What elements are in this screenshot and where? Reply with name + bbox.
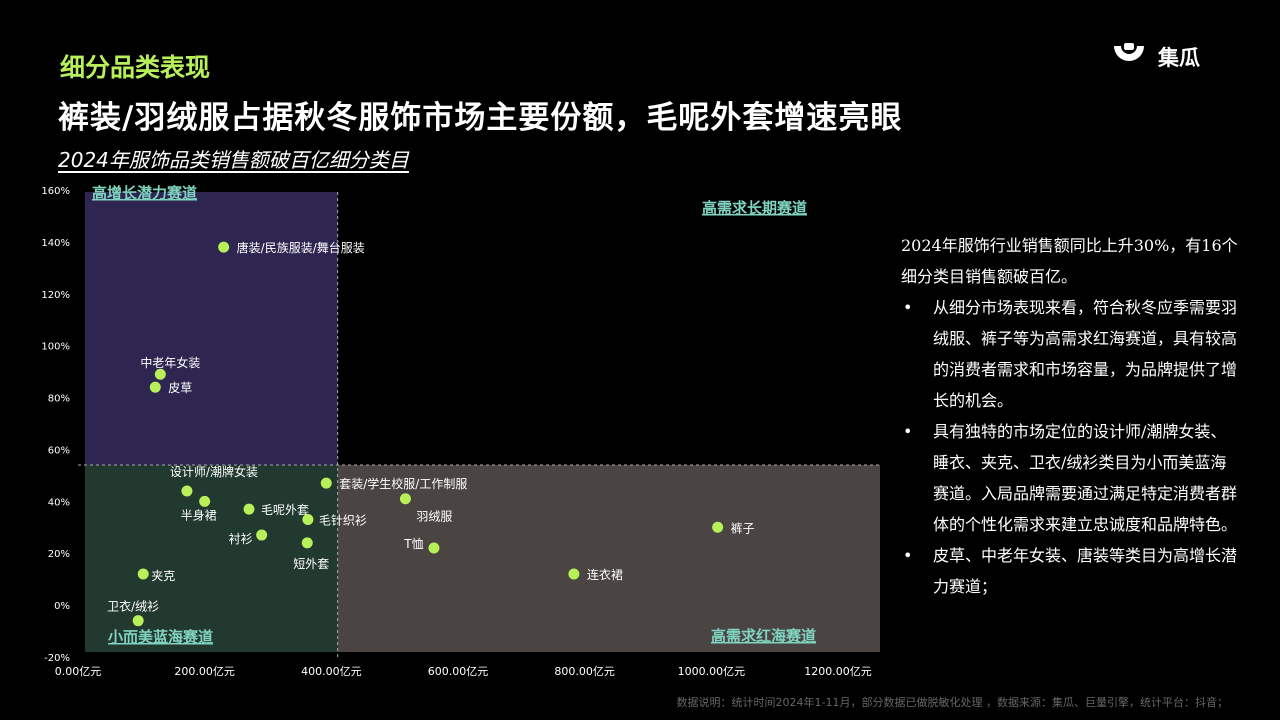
quadrant-bottom-left: [85, 465, 338, 652]
data-point: [132, 615, 144, 627]
data-point: [302, 513, 314, 525]
y-tick-label: 140%: [41, 238, 70, 249]
data-point-label: 半身裙: [181, 507, 217, 522]
logo-text: 集瓜: [1158, 46, 1200, 70]
bullet-icon: •: [903, 546, 913, 565]
x-tick-label: 200.00亿元: [174, 665, 235, 678]
description-bullet: • 具有独特的市场定位的设计师/潮牌女装、睡衣、夹克、卫衣/绒衫类目为小而美蓝海赛…: [901, 416, 1241, 540]
data-point-label: 皮草: [168, 381, 192, 395]
data-point-label: 夹克: [151, 569, 175, 583]
quadrant-label-top-left: 高增长潜力赛道: [92, 184, 197, 202]
quadrant-label-bottom-left: 小而美蓝海赛道: [108, 628, 213, 646]
bullet-icon: •: [903, 422, 913, 441]
brand-logo: 集瓜: [1110, 40, 1220, 74]
description-bullet: • 皮草、中老年女装、唐装等类目为高增长潜力赛道；: [901, 540, 1241, 602]
data-point-label: 唐装/民族服装/舞台服装: [237, 240, 365, 255]
data-point-label: 羽绒服: [416, 510, 452, 524]
description-list: • 从细分市场表现来看，符合秋冬应季需要羽绒服、裤子等为高需求红海赛道，具有较高的…: [901, 292, 1241, 602]
description-panel: 2024年服饰行业销售额同比上升30%，有16个细分类目销售额破百亿。 • 从细分…: [901, 230, 1241, 602]
x-tick-label: 0.00亿元: [55, 665, 102, 678]
data-point-label: 连衣裙: [587, 567, 623, 582]
y-tick-label: 120%: [41, 290, 70, 301]
data-footnote: 数据说明：统计时间2024年1-11月，部分数据已做脱敏化处理 ，数据来源：集瓜…: [676, 696, 1228, 709]
description-bullet: • 从细分市场表现来看，符合秋冬应季需要羽绒服、裤子等为高需求红海赛道，具有较高的…: [901, 292, 1241, 416]
bullet-text: 皮草、中老年女装、唐装等类目为高增长潜力赛道；: [933, 546, 1238, 596]
data-point: [301, 537, 313, 549]
data-point-label: 毛针织衫: [319, 512, 367, 527]
y-tick-label: 160%: [41, 186, 70, 197]
y-tick-label: 20%: [48, 549, 70, 560]
data-point: [137, 568, 149, 580]
quadrant-label-bottom-right: 高需求红海赛道: [711, 627, 816, 645]
data-point-label: 套装/学生校服/工作制服: [339, 476, 467, 491]
data-point-label: 中老年女装: [140, 355, 200, 370]
y-tick-label: 80%: [48, 394, 70, 405]
quadrant-top-left: [85, 192, 338, 466]
x-tick-label: 1200.00亿元: [804, 665, 872, 678]
data-point: [428, 542, 440, 554]
quadrant-label-top-right: 高需求长期赛道: [702, 199, 807, 217]
y-tick-label: -20%: [44, 653, 70, 664]
page-headline: 裤装/羽绒服占据秋冬服饰市场主要份额，毛呢外套增速亮眼: [58, 100, 903, 136]
data-point: [243, 503, 255, 515]
data-point-label: 裤子: [731, 521, 755, 535]
section-title: 细分品类表现: [60, 53, 211, 82]
data-point: [218, 241, 230, 253]
logo-mark-icon: [1114, 43, 1144, 61]
x-tick-label: 800.00亿元: [554, 665, 615, 678]
y-tick-label: 40%: [48, 497, 70, 508]
data-point: [712, 521, 724, 533]
data-point-label: 衬衫: [229, 532, 253, 546]
data-point-label: 毛呢外套: [261, 503, 309, 517]
data-point-label: T恤: [403, 537, 423, 551]
quadrant-bottom-right: [337, 465, 881, 652]
data-point: [154, 368, 166, 380]
data-point: [149, 381, 161, 393]
chart-subtitle: 2024年服饰品类销售额破百亿细分类目: [58, 148, 409, 172]
x-tick-label: 400.00亿元: [301, 665, 362, 678]
description-intro: 2024年服饰行业销售额同比上升30%，有16个细分类目销售额破百亿。: [901, 236, 1238, 286]
y-tick-label: 0%: [54, 601, 70, 612]
y-tick-label: 100%: [41, 342, 70, 353]
data-point-label: 设计师/潮牌女装: [170, 464, 258, 479]
x-tick-label: 1000.00亿元: [678, 665, 746, 678]
data-point: [199, 495, 211, 507]
bullet-icon: •: [903, 298, 913, 317]
data-point: [320, 477, 332, 489]
bullet-text: 从细分市场表现来看，符合秋冬应季需要羽绒服、裤子等为高需求红海赛道，具有较高的消…: [933, 298, 1238, 410]
data-point: [181, 485, 193, 497]
data-point-label: 短外套: [293, 557, 329, 571]
bullet-text: 具有独特的市场定位的设计师/潮牌女装、睡衣、夹克、卫衣/绒衫类目为小而美蓝海赛道…: [933, 422, 1238, 534]
y-tick-label: 60%: [48, 445, 70, 456]
data-point-label: 卫衣/绒衫: [107, 599, 159, 614]
data-point: [399, 493, 411, 505]
data-point: [256, 529, 268, 541]
x-tick-label: 600.00亿元: [428, 665, 489, 678]
data-point: [568, 568, 580, 580]
